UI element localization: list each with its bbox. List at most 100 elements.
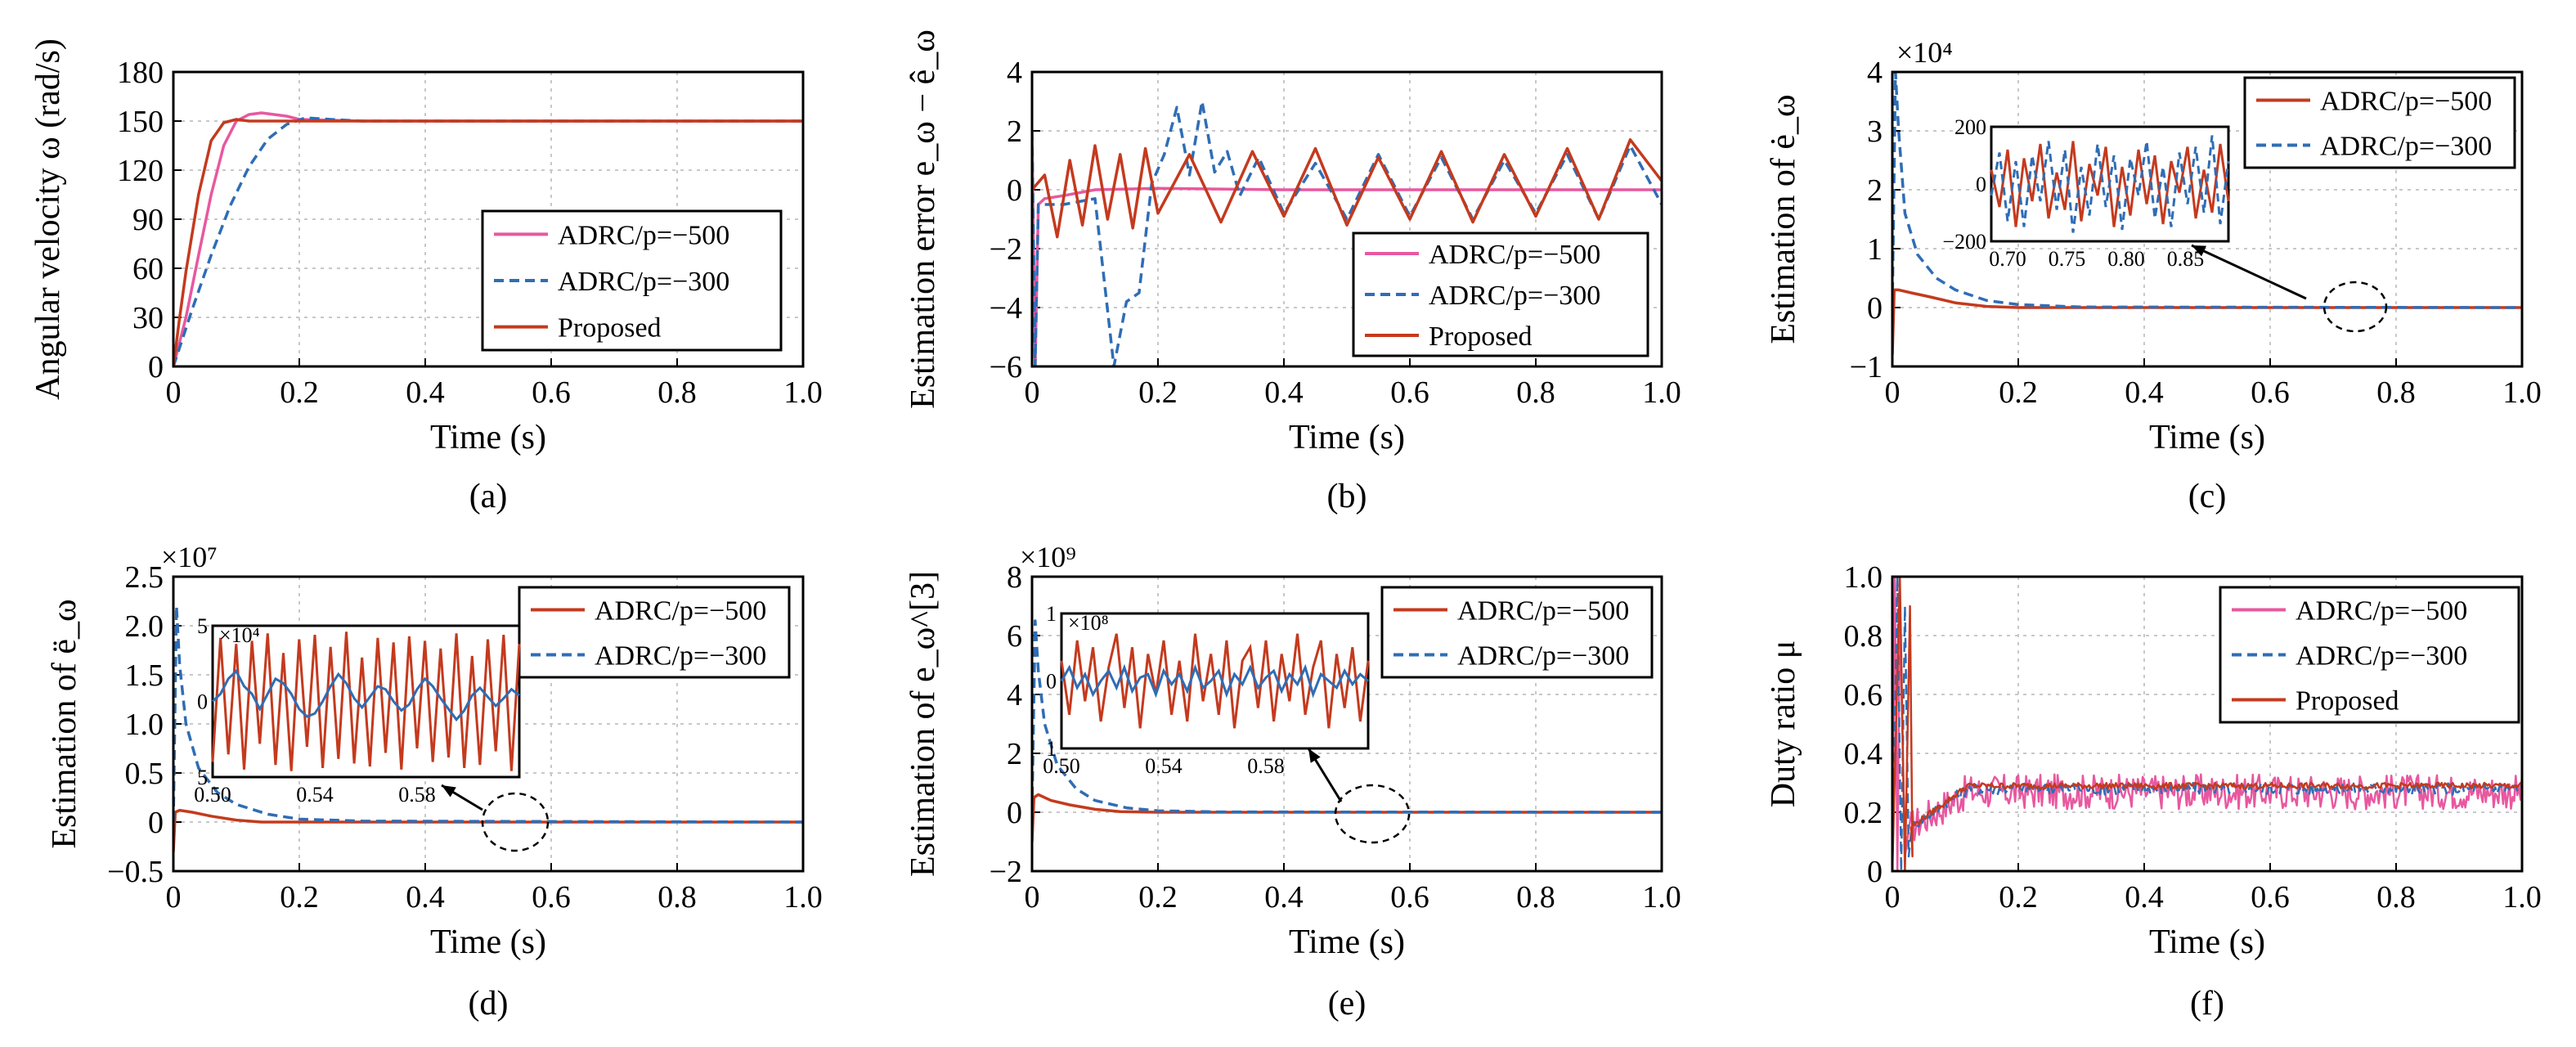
zoom-arrow-head xyxy=(1308,748,1321,763)
panel-caption: (b) xyxy=(1327,478,1367,515)
series-line-proposed xyxy=(1892,577,2522,871)
x-tick-label: 0 xyxy=(166,880,182,914)
y-tick-label: 120 xyxy=(117,154,164,188)
y-axis-label: Estimation of e_ω^[3] xyxy=(904,571,942,877)
y-tick-label: 3 xyxy=(1867,115,1883,149)
legend-box xyxy=(1380,586,1654,679)
series-line-adrc-p-500 xyxy=(1032,793,1662,843)
zoom-ellipse xyxy=(1334,784,1411,844)
legend-label: ADRC/p=−500 xyxy=(2296,596,2467,627)
y-tick-label: 0.6 xyxy=(1844,678,1883,712)
y-tick-label: 0 xyxy=(1867,855,1883,889)
y-axis-label: Estimation of ë_ω xyxy=(46,599,83,848)
y-tick-label: 150 xyxy=(117,105,164,139)
y-tick-label: 2 xyxy=(1007,115,1022,149)
inset-multiplier: ×10⁸ xyxy=(1068,611,1109,635)
legend-label: ADRC/p=−500 xyxy=(2320,87,2492,117)
series-line-proposed xyxy=(173,118,803,366)
inset-y-tick-label: 0 xyxy=(1976,173,1986,196)
x-axis-label: Time (s) xyxy=(430,419,546,456)
panel-a: 0 0.2 0.4 0.6 0.8 1.0 0 30 60 90 120 150 180 Time (s)… xyxy=(29,38,823,515)
zoom-arrow-head xyxy=(442,785,456,798)
x-tick-label: 0.8 xyxy=(2376,880,2416,914)
y-tick-label: 2 xyxy=(1867,173,1883,208)
x-tick-label: 0 xyxy=(1025,375,1040,410)
series-line-adrc-p-300 xyxy=(1032,100,1662,366)
y-tick-label: 1 xyxy=(1867,232,1883,267)
x-tick-label: 1.0 xyxy=(2502,880,2542,914)
plot-frame xyxy=(1891,575,2524,873)
legend-label: Proposed xyxy=(558,313,662,344)
inset-y-tick-label: 200 xyxy=(1954,115,1986,139)
legend-label: ADRC/p=−300 xyxy=(1457,641,1629,672)
panel-f: 0 0.2 0.4 0.6 0.8 1.0 0 0.2 0.4 0.6 0.8 1.0 Time (s)… xyxy=(1765,560,2542,1022)
y-tick-label: 0.2 xyxy=(1844,796,1883,830)
panel-caption: (e) xyxy=(1328,985,1367,1022)
inset-y-tick-label: 1 xyxy=(1046,737,1057,761)
panel-d: 0 0.2 0.4 0.6 0.8 1.0−0.500.51.01.52.02.5Time… xyxy=(46,541,823,1022)
legend-label: ADRC/p=−500 xyxy=(558,220,729,250)
plot-frame xyxy=(172,575,805,873)
inset-x-tick-label: 0.75 xyxy=(2049,247,2086,271)
legend-label: ADRC/p=−500 xyxy=(1429,240,1600,270)
zoom-arrow xyxy=(2191,244,2307,300)
x-tick-label: 0.2 xyxy=(1999,880,2038,914)
plot-frame xyxy=(172,70,805,368)
inset-y-tick-label: 0 xyxy=(1046,670,1057,694)
legend-label: Proposed xyxy=(1429,321,1533,352)
x-tick-label: 0.6 xyxy=(2251,375,2290,410)
y-tick-label: 4 xyxy=(1007,678,1022,712)
y-tick-label: 2.5 xyxy=(125,560,164,595)
series-line-adrc-p-300 xyxy=(1032,619,1662,814)
legend-label: ADRC/p=−300 xyxy=(595,641,766,672)
x-tick-label: 1.0 xyxy=(1642,375,1681,410)
x-tick-label: 1.0 xyxy=(1642,880,1681,914)
legend: ADRC/p=−500 ADRC/p=−300 xyxy=(518,586,791,679)
y-tick-label: 0.4 xyxy=(1844,737,1883,771)
y-tick-label: 0.5 xyxy=(125,757,164,791)
zoom-ellipse xyxy=(481,792,550,852)
y-axis-label: Duty ratio μ xyxy=(1765,640,1802,807)
y-tick-label: −0.5 xyxy=(107,855,164,889)
x-tick-label: 0.4 xyxy=(406,880,445,914)
x-tick-label: 0.2 xyxy=(1138,375,1178,410)
y-axis-label: Angular velocity ω (rad/s) xyxy=(29,38,67,400)
plot-frame xyxy=(1891,70,2524,368)
x-tick-label: 0.6 xyxy=(1390,375,1429,410)
panel-caption: (f) xyxy=(2190,985,2224,1022)
y-tick-label: 0 xyxy=(1867,291,1883,326)
x-axis-label: Time (s) xyxy=(1289,419,1405,456)
inset-x-tick-label: 0.58 xyxy=(398,783,436,807)
x-tick-label: 0.2 xyxy=(280,375,319,410)
x-tick-label: 1.0 xyxy=(2502,375,2542,410)
y-tick-label: 30 xyxy=(132,301,164,335)
legend-label: ADRC/p=−300 xyxy=(2296,641,2467,672)
x-tick-label: 1.0 xyxy=(783,880,823,914)
y-tick-label: 2 xyxy=(1007,737,1022,771)
inset-y-tick-label: 5 xyxy=(197,766,208,789)
x-tick-label: 0.2 xyxy=(1138,880,1178,914)
x-tick-label: 0.8 xyxy=(1516,880,1555,914)
x-tick-label: 0.2 xyxy=(280,880,319,914)
series-line-adrc-p-300 xyxy=(1892,577,2522,871)
y-tick-label: 1.0 xyxy=(125,708,164,742)
inset-x-tick-label: 0.80 xyxy=(2107,247,2145,271)
x-tick-label: 0.8 xyxy=(2376,375,2416,410)
legend-label: ADRC/p=−300 xyxy=(1429,281,1600,311)
series-line-proposed xyxy=(1032,138,1662,239)
inset-y-tick-label: −200 xyxy=(1942,230,1986,254)
inset-y-tick-label: 1 xyxy=(1046,602,1057,626)
inset-series-line xyxy=(1060,633,1370,729)
legend-label: ADRC/p=−500 xyxy=(1457,596,1629,627)
legend: ADRC/p=−500 ADRC/p=−300 Proposed xyxy=(1352,231,1649,357)
y-axis-label: Estimation of ė_ω xyxy=(1765,94,1802,344)
y-tick-label: 180 xyxy=(117,56,164,90)
x-tick-label: 0.6 xyxy=(1390,880,1429,914)
x-tick-label: 0.4 xyxy=(406,375,445,410)
y-tick-label: −1 xyxy=(1850,350,1883,384)
y-tick-label: 0 xyxy=(148,350,164,384)
inset-series-line xyxy=(1990,135,2230,233)
legend-box xyxy=(2243,76,2516,169)
y-tick-label: 0 xyxy=(1007,796,1022,830)
